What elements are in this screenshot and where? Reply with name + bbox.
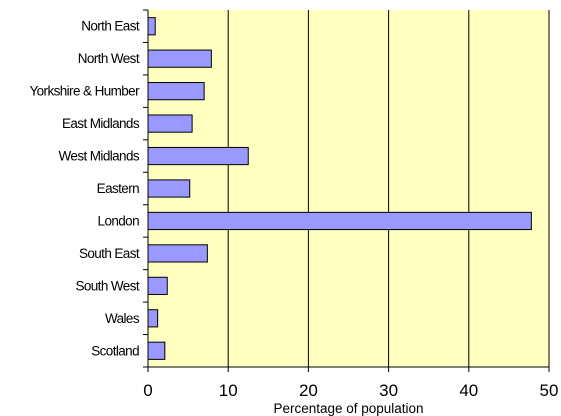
category-label: Yorkshire & Humber	[29, 84, 140, 99]
category-label: North West	[78, 51, 140, 66]
bar	[147, 49, 212, 68]
category-label: North East	[81, 19, 140, 34]
category-label: London	[98, 213, 140, 228]
bar	[147, 179, 191, 198]
category-labels: North East North West Yorkshire & Humber Ea…	[29, 19, 140, 359]
category-label: Wales	[105, 311, 140, 326]
bar	[147, 17, 156, 36]
category-label: South West	[75, 278, 139, 293]
x-tick-label: 20	[299, 381, 318, 400]
bar	[147, 114, 193, 133]
bars	[147, 17, 532, 360]
category-label: Scotland	[91, 343, 139, 358]
category-label: South East	[79, 246, 140, 261]
bar	[147, 146, 249, 166]
plot-area	[148, 10, 549, 367]
category-label: West Midlands	[59, 149, 140, 164]
x-axis-title: Percentage of population	[273, 401, 423, 416]
category-label: East Midlands	[62, 116, 140, 131]
gridlines	[227, 10, 550, 367]
x-tick-label: 30	[379, 381, 398, 400]
bar	[147, 276, 168, 295]
category-label: Eastern	[97, 181, 139, 196]
bar	[147, 82, 205, 101]
x-tick-labels: 0 10 20 30 40 50	[143, 381, 558, 400]
bar	[147, 244, 208, 263]
x-tick-label: 10	[219, 381, 238, 400]
bar	[147, 309, 159, 328]
x-tick-label: 0	[143, 381, 152, 400]
axes	[143, 9, 550, 372]
x-tick-label: 50	[540, 381, 559, 400]
bar	[147, 211, 532, 231]
bar	[147, 341, 166, 360]
x-tick-label: 40	[459, 381, 478, 400]
